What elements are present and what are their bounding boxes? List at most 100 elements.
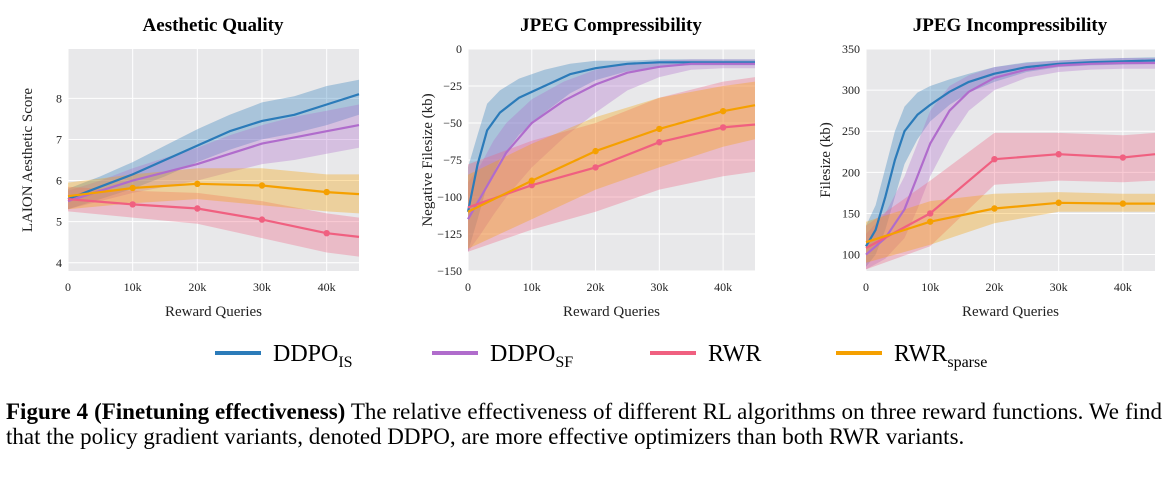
chart-title-aesthetic: Aesthetic Quality (143, 15, 284, 36)
plot-area (866, 49, 1155, 271)
legend-subscript: SF (555, 354, 573, 371)
legend-label-rwr-: RWR (708, 341, 761, 367)
marker-rwr-sparse (1055, 199, 1062, 206)
y-tick-label: −125 (437, 227, 462, 241)
marker-rwr (1055, 151, 1062, 158)
figure-caption: Figure 4 (Finetuning effectiveness) The … (6, 399, 1162, 449)
marker-rwr-sparse (592, 147, 599, 155)
x-tick-label: 30k (650, 280, 668, 294)
line-ddpo-is (466, 61, 755, 213)
y-tick-label: 250 (842, 124, 860, 138)
marker-rwr-sparse (1119, 200, 1127, 207)
line-rwr-sparse (865, 201, 1155, 244)
band-ddpo-sf (468, 59, 755, 252)
marker-rwr-sparse (129, 184, 136, 192)
jpeg-incompressibility-panel: 0 10k 20k 30k 40k 100 150 200 250 300 350 Reward Qu… (818, 42, 1156, 320)
x-tick-label: 0 (465, 280, 471, 294)
x-tick-label: 10k (921, 280, 939, 294)
x-tick-label: 20k (587, 280, 605, 294)
x-tick-label: 0 (65, 280, 71, 294)
marker-rwr-sparse (528, 177, 535, 184)
figure: Aesthetic Quality JPEG Compressibility J… (20, 15, 1156, 371)
band-ddpo-is (468, 59, 755, 252)
y-tick-label: 8 (56, 91, 62, 105)
chart-title-incompressibility: JPEG Incompressibility (913, 15, 1108, 36)
x-tick-label: 30k (253, 280, 271, 294)
marker-rwr-sparse (323, 188, 330, 196)
marker-rwr (991, 155, 998, 163)
legend: DDPOIS DDPOSF RWR RWRsparse (215, 341, 987, 371)
x-axis-label: Reward Queries (962, 304, 1059, 320)
line-rwr-sparse (467, 104, 756, 213)
y-tick-label: −50 (443, 116, 462, 130)
marker-rwr (323, 229, 330, 237)
marker-rwr-sparse (991, 205, 998, 212)
band-ddpo-sf (866, 58, 1155, 270)
chart-title-compressibility: JPEG Compressibility (520, 15, 702, 36)
line-rwr (865, 153, 1156, 249)
marker-rwr (129, 201, 136, 208)
y-tick-label: 0 (456, 42, 462, 56)
x-tick-label: 0 (863, 280, 869, 294)
marker-rwr-sparse (194, 180, 201, 188)
x-axis-label: Reward Queries (165, 304, 262, 320)
y-tick-label: 6 (56, 174, 62, 188)
line-rwr (467, 123, 756, 209)
aesthetic-quality-panel: 0 10k 20k 30k 40k 4 5 6 7 8 Reward Queries LAION Ae… (20, 49, 360, 320)
y-tick-label: 200 (842, 165, 860, 179)
marker-rwr (528, 181, 535, 189)
y-tick-label: −75 (443, 153, 462, 167)
y-tick-label: 100 (842, 248, 860, 262)
x-axis-label: Reward Queries (563, 304, 660, 320)
marker-rwr (592, 164, 599, 171)
y-tick-label: 5 (56, 215, 62, 229)
marker-rwr (656, 139, 663, 146)
line-ddpo-sf (865, 61, 1155, 256)
band-rwr-sparse (866, 192, 1155, 263)
y-tick-label: 300 (842, 83, 860, 97)
band-rwr (468, 77, 755, 252)
legend-label-ddpo-sf: DDPOSF (490, 341, 573, 371)
line-ddpo-sf (467, 62, 755, 220)
caption-text: The relative effectiveness of different … (6, 399, 1162, 449)
x-tick-label: 40k (1114, 280, 1132, 294)
legend-subscript: sparse (947, 354, 987, 371)
legend-label-rwr-sparse: RWRsparse (894, 341, 987, 371)
band-ddpo-sf (68, 104, 359, 210)
band-rwr (866, 132, 1155, 270)
line-ddpo-sf (67, 124, 360, 203)
line-ddpo-is (865, 59, 1156, 247)
band-rwr-sparse (468, 81, 755, 249)
band-ddpo-is (68, 79, 359, 210)
y-axis-label: Negative Filesize (kb) (420, 93, 436, 226)
legend-subscript: IS (338, 354, 352, 371)
jpeg-compressibility-panel: 0 10k 20k 30k 40k −150 −125 −100 −75 −50 −25 0 Rewar… (420, 42, 756, 320)
marker-rwr (1119, 154, 1127, 161)
band-ddpo-is (866, 57, 1155, 267)
y-tick-label: 7 (56, 132, 62, 146)
marker-rwr (194, 205, 201, 212)
y-tick-label: 4 (56, 256, 62, 270)
x-tick-label: 40k (714, 280, 732, 294)
x-tick-label: 20k (985, 280, 1003, 294)
x-tick-label: 20k (188, 280, 206, 294)
y-tick-label: −150 (437, 264, 462, 278)
y-tick-label: 150 (842, 206, 860, 220)
y-tick-label: −100 (437, 190, 462, 204)
line-rwr (67, 198, 360, 238)
marker-rwr-sparse (927, 218, 934, 225)
x-tick-label: 40k (318, 280, 336, 294)
marker-rwr (719, 124, 727, 131)
line-ddpo-is (67, 93, 360, 201)
x-tick-label: 10k (523, 280, 541, 294)
marker-rwr (927, 210, 934, 217)
line-rwr-sparse (67, 182, 360, 198)
marker-rwr-sparse (258, 182, 266, 189)
y-axis-label: LAION Aesthetic Score (20, 88, 36, 232)
caption-label: Figure 4 (Finetuning effectiveness) (6, 399, 346, 424)
y-tick-label: −25 (443, 79, 462, 93)
marker-rwr (258, 216, 266, 223)
marker-rwr-sparse (656, 125, 663, 133)
x-tick-label: 10k (124, 280, 142, 294)
legend-label-ddpo-is: DDPOIS (273, 341, 353, 371)
